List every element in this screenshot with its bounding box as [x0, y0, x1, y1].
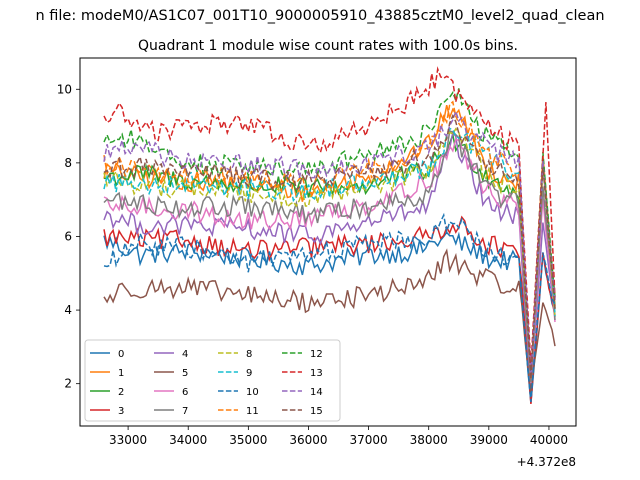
series-line-13: [103, 66, 556, 367]
y-tick-label: 10: [57, 82, 72, 96]
legend-label-6: 6: [182, 387, 188, 398]
series-line-10: [103, 212, 556, 402]
series-line-3: [103, 215, 556, 405]
x-tick-label: 36000: [289, 433, 327, 447]
legend-label-1: 1: [118, 368, 124, 379]
legend-box: [84, 339, 341, 422]
series-line-15: [103, 114, 556, 380]
legend-label-5: 5: [182, 368, 188, 379]
series-line-14: [103, 109, 556, 377]
plot-frame: [79, 57, 577, 427]
series-line-5: [103, 248, 556, 392]
legend-label-0: 0: [118, 349, 124, 360]
legend-label-3: 3: [118, 406, 124, 417]
plot-lines: [103, 66, 556, 405]
legend-label-13: 13: [310, 368, 323, 379]
legend-label-14: 14: [310, 387, 323, 398]
legend-label-12: 12: [310, 349, 323, 360]
x-axis-offset-label: +4.372e8: [517, 455, 576, 469]
legend-label-9: 9: [246, 368, 252, 379]
y-tick-label: 8: [64, 156, 72, 170]
legend-label-2: 2: [118, 387, 124, 398]
chart-title: Quadrant 1 module wise count rates with …: [138, 38, 518, 54]
y-tick-label: 2: [64, 377, 72, 391]
legend-label-15: 15: [310, 406, 323, 417]
x-tick-label: 40000: [530, 433, 568, 447]
y-tick-label: 4: [64, 303, 72, 317]
x-tick-label: 34000: [169, 433, 207, 447]
x-tick-label: 38000: [410, 433, 448, 447]
legend-label-11: 11: [246, 406, 259, 417]
x-tick-label: 33000: [109, 433, 147, 447]
legend-label-10: 10: [246, 387, 259, 398]
series-line-8: [103, 127, 556, 378]
legend-label-4: 4: [182, 349, 188, 360]
legend-label-8: 8: [246, 349, 252, 360]
legend-label-7: 7: [182, 406, 188, 417]
y-axis: 2 4 6 8 10: [57, 82, 80, 391]
x-tick-label: 37000: [349, 433, 387, 447]
figure-suptitle: n file: modeM0/AS1C07_001T10_9000005910_…: [35, 8, 604, 24]
x-tick-label: 35000: [229, 433, 267, 447]
x-axis: 33000 34000 35000 36000 37000 38000 39000 40000: [109, 426, 568, 447]
y-tick-label: 6: [64, 229, 72, 243]
series-line-7: [103, 129, 556, 383]
x-tick-label: 39000: [470, 433, 508, 447]
